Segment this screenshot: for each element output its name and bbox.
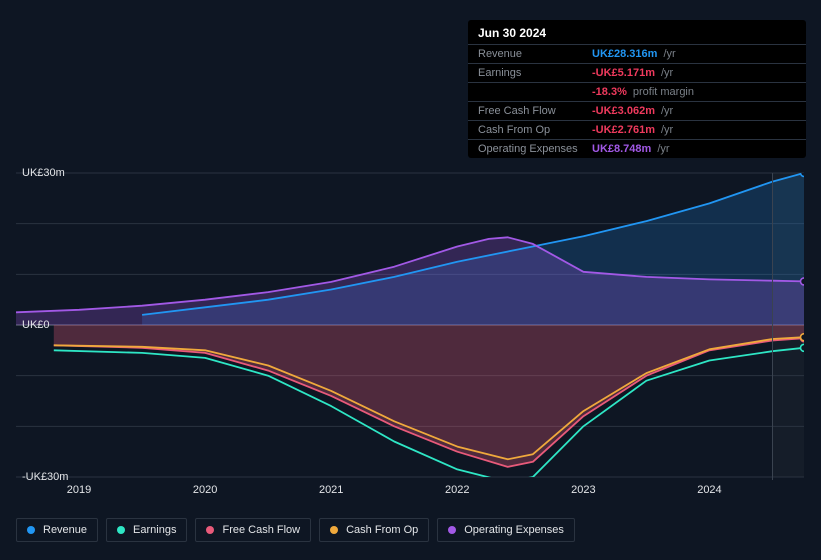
y-axis-label: -UK£30m	[22, 471, 68, 483]
chart-hover-line	[772, 173, 773, 480]
financials-chart[interactable]	[16, 157, 804, 477]
y-axis-label: UK£0	[22, 319, 50, 331]
x-axis-label: 2024	[697, 484, 721, 496]
x-axis-labels: 2019 2020 2021 2022 2023 2024	[16, 484, 804, 502]
tooltip-label: Operating Expenses	[478, 143, 586, 155]
tooltip-unit: /yr	[663, 48, 675, 60]
tooltip-unit: /yr	[661, 67, 673, 79]
chart-tooltip: Jun 30 2024 RevenueUK£28.316m/yrEarnings…	[468, 20, 806, 158]
tooltip-value: -UK£2.761m	[592, 124, 655, 136]
legend-item[interactable]: Revenue	[16, 518, 98, 542]
tooltip-label: Earnings	[478, 67, 586, 79]
tooltip-row: Revenue UK£28.316m/yr	[468, 44, 806, 63]
tooltip-label: Free Cash Flow	[478, 105, 586, 117]
tooltip-value: -18.3%	[592, 86, 627, 98]
tooltip-date: Jun 30 2024	[468, 26, 806, 44]
chart-legend: Revenue Earnings Free Cash Flow Cash From O…	[16, 518, 575, 542]
legend-dot-icon	[330, 526, 338, 534]
tooltip-label: Revenue	[478, 48, 586, 60]
tooltip-unit: /yr	[661, 105, 673, 117]
legend-dot-icon	[117, 526, 125, 534]
tooltip-row: Earnings -UK£5.171m/yr	[468, 63, 806, 82]
legend-label: Earnings	[133, 524, 176, 536]
tooltip-value: -UK£5.171m	[592, 67, 655, 79]
legend-label: Cash From Op	[346, 524, 418, 536]
legend-label: Revenue	[43, 524, 87, 536]
legend-label: Operating Expenses	[464, 524, 564, 536]
legend-dot-icon	[27, 526, 35, 534]
x-axis-label: 2019	[67, 484, 91, 496]
legend-label: Free Cash Flow	[222, 524, 300, 536]
legend-item[interactable]: Earnings	[106, 518, 187, 542]
tooltip-row: -18.3% profit margin	[468, 82, 806, 101]
legend-dot-icon	[448, 526, 456, 534]
tooltip-value: -UK£3.062m	[592, 105, 655, 117]
x-axis-label: 2022	[445, 484, 469, 496]
tooltip-row: Free Cash Flow -UK£3.062m/yr	[468, 101, 806, 120]
tooltip-value: UK£8.748m	[592, 143, 651, 155]
y-axis-label: UK£30m	[22, 167, 65, 179]
x-axis-label: 2020	[193, 484, 217, 496]
legend-item[interactable]: Free Cash Flow	[195, 518, 311, 542]
tooltip-row: Cash From Op -UK£2.761m/yr	[468, 120, 806, 139]
x-axis-label: 2023	[571, 484, 595, 496]
tooltip-row: Operating Expenses UK£8.748m/yr	[468, 139, 806, 158]
legend-dot-icon	[206, 526, 214, 534]
tooltip-value: UK£28.316m	[592, 48, 657, 60]
legend-item[interactable]: Operating Expenses	[437, 518, 575, 542]
tooltip-label: Cash From Op	[478, 124, 586, 136]
tooltip-unit: profit margin	[633, 86, 694, 98]
x-axis-label: 2021	[319, 484, 343, 496]
tooltip-unit: /yr	[657, 143, 669, 155]
tooltip-unit: /yr	[661, 124, 673, 136]
legend-item[interactable]: Cash From Op	[319, 518, 429, 542]
